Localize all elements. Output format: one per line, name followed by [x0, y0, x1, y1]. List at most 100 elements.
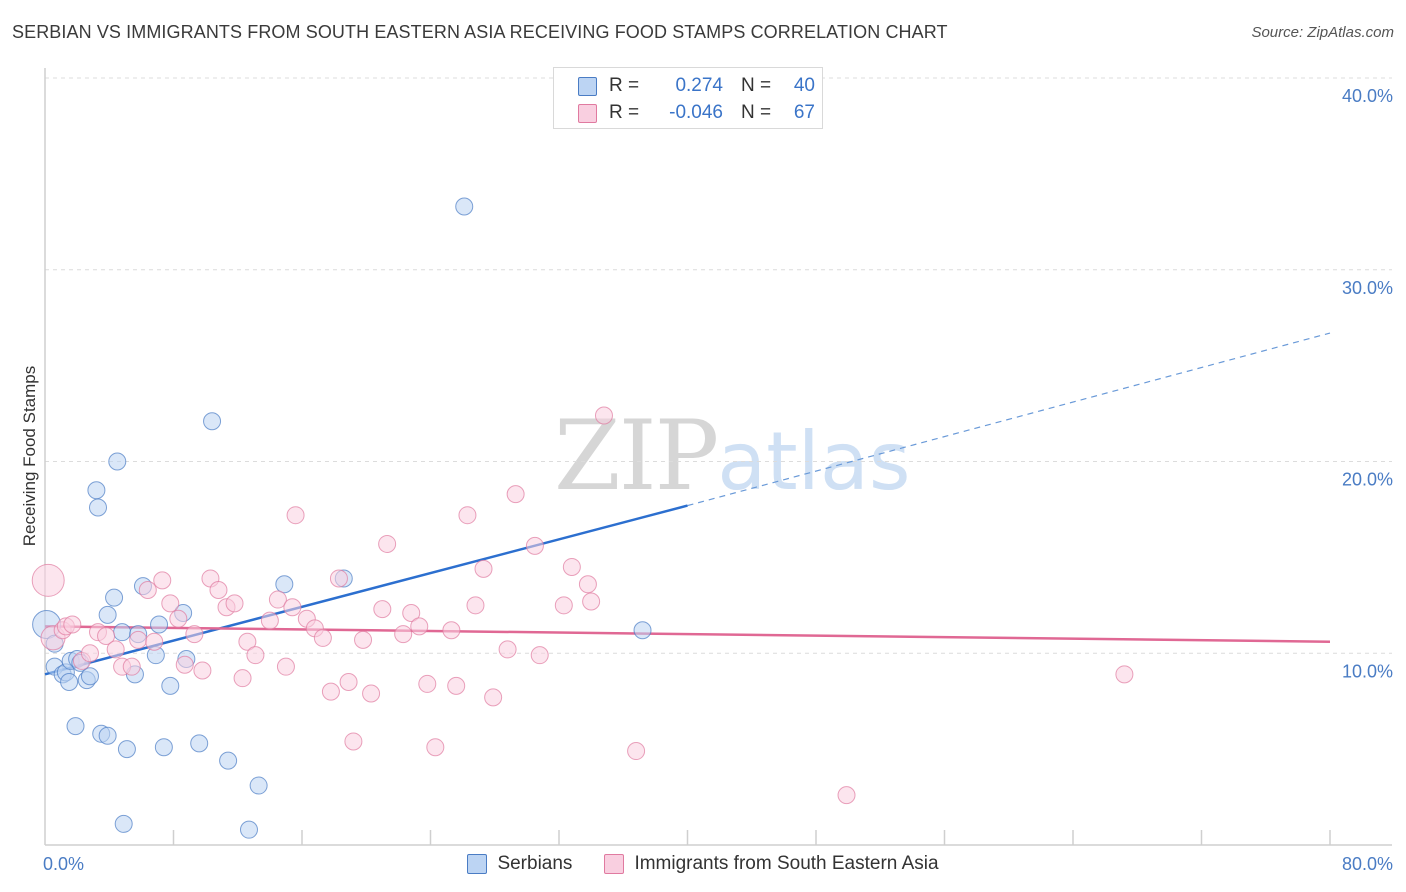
data-point-serbians: [203, 412, 222, 431]
data-point-immigrants: [466, 596, 485, 615]
stats-r-label: R =: [609, 75, 640, 96]
data-point-immigrants: [63, 615, 82, 634]
data-point-immigrants: [578, 575, 597, 594]
data-point-serbians: [190, 734, 209, 753]
y-tick-label: 30.0%: [1342, 278, 1393, 298]
data-point-immigrants: [175, 655, 194, 674]
y-axis-title: Receiving Food Stamps: [20, 366, 39, 546]
data-point-immigrants: [246, 646, 265, 665]
stats-n-value: 40: [793, 75, 815, 96]
data-point-serbians: [239, 820, 258, 839]
data-point-immigrants: [474, 559, 493, 578]
data-point-immigrants: [138, 580, 157, 599]
legend: Serbians Immigrants from South Eastern A…: [0, 850, 1406, 878]
chart-title: SERBIAN VS IMMIGRANTS FROM SOUTH EASTERN…: [12, 22, 948, 42]
data-point-immigrants: [283, 598, 302, 617]
data-point-immigrants: [321, 682, 340, 701]
stats-row-serbians: R = 0.274 N = 40: [554, 72, 815, 100]
data-point-immigrants: [554, 596, 573, 615]
data-point-immigrants: [344, 732, 363, 751]
stats-swatch-serbians: [578, 76, 597, 96]
tick-labels: 10.0% 20.0% 30.0% 40.0% 0.0% 80.0%: [43, 86, 1393, 874]
data-point-serbians: [66, 717, 85, 736]
data-point-serbians: [633, 621, 652, 640]
data-point-serbians: [114, 814, 133, 833]
data-point-immigrants: [129, 630, 148, 649]
data-point-immigrants: [193, 661, 212, 680]
data-point-immigrants: [238, 632, 257, 651]
data-point-serbians: [249, 776, 268, 795]
data-point-serbians: [105, 588, 124, 607]
y-tick-label: 10.0%: [1342, 661, 1393, 681]
data-point-immigrants: [402, 603, 421, 622]
data-point-immigrants: [106, 640, 125, 659]
data-point-serbians: [150, 615, 169, 634]
data-point-immigrants: [276, 657, 295, 676]
data-point-immigrants: [329, 569, 348, 588]
data-point-serbians: [275, 575, 294, 594]
data-point-immigrants: [418, 674, 437, 693]
stats-n-label: N =: [741, 75, 772, 96]
stats-r-value: -0.046: [669, 102, 723, 123]
data-point-immigrants: [354, 630, 373, 649]
data-point-serbians: [154, 738, 173, 757]
x-tick-label: 0.0%: [43, 854, 84, 874]
data-point-serbians: [161, 676, 180, 695]
data-point-immigrants: [97, 626, 116, 645]
stats-swatch-immigrants: [578, 103, 597, 123]
data-point-immigrants: [530, 646, 549, 665]
data-point-immigrants: [426, 738, 445, 757]
data-point-immigrants: [185, 625, 204, 644]
y-tick-label: 40.0%: [1342, 86, 1393, 106]
legend-item-serbians[interactable]: Serbians: [467, 853, 572, 875]
chart-source: Source: ZipAtlas.com: [1251, 24, 1394, 41]
x-tick-label: 80.0%: [1342, 854, 1393, 874]
stats-n-label: N =: [741, 102, 772, 123]
stats-r-label: R =: [609, 102, 640, 123]
data-point-immigrants: [484, 688, 503, 707]
data-point-immigrants: [1115, 665, 1134, 684]
data-point-immigrants: [161, 594, 180, 613]
data-point-immigrants: [410, 617, 429, 636]
legend-item-immigrants[interactable]: Immigrants from South Eastern Asia: [604, 853, 939, 875]
data-point-immigrants: [169, 609, 188, 628]
trend-line-immigrants: [44, 625, 1331, 643]
data-point-serbians: [219, 751, 238, 770]
legend-swatch-serbians: [467, 854, 488, 874]
data-point-immigrants: [225, 594, 244, 613]
data-point-immigrants: [627, 742, 646, 761]
data-point-serbians: [455, 197, 474, 216]
data-point-immigrants: [378, 534, 397, 553]
legend-label-immigrants: Immigrants from South Eastern Asia: [634, 853, 939, 874]
data-point-immigrants: [525, 536, 544, 555]
data-point-immigrants: [233, 669, 252, 688]
data-point-serbians: [60, 673, 79, 692]
data-point-immigrants: [506, 485, 525, 504]
stats-row-immigrants: R = -0.046 N = 67: [554, 99, 815, 127]
data-point-immigrants: [498, 640, 517, 659]
data-point-immigrants: [447, 676, 466, 695]
stats-n-value: 67: [793, 102, 815, 123]
data-point-serbians: [98, 605, 117, 624]
data-point-immigrants: [373, 600, 392, 619]
data-point-immigrants: [339, 673, 358, 692]
data-point-immigrants: [153, 571, 172, 590]
y-tick-label: 20.0%: [1342, 470, 1393, 490]
data-point-immigrants: [31, 563, 65, 597]
stats-r-value: 0.274: [675, 75, 723, 96]
data-point-immigrants: [394, 625, 413, 644]
data-point-immigrants: [582, 592, 601, 611]
legend-swatch-immigrants: [604, 854, 625, 874]
data-point-serbians: [89, 498, 108, 517]
data-point-immigrants: [122, 657, 141, 676]
data-point-serbians: [113, 623, 132, 642]
data-point-serbians: [87, 481, 106, 500]
data-point-immigrants: [286, 506, 305, 525]
data-point-immigrants: [837, 786, 856, 805]
data-point-immigrants: [313, 628, 332, 647]
data-point-immigrants: [362, 684, 381, 703]
data-point-immigrants: [260, 611, 279, 630]
data-point-serbians: [80, 667, 99, 686]
trend-line-extension-serbians: [687, 332, 1331, 507]
